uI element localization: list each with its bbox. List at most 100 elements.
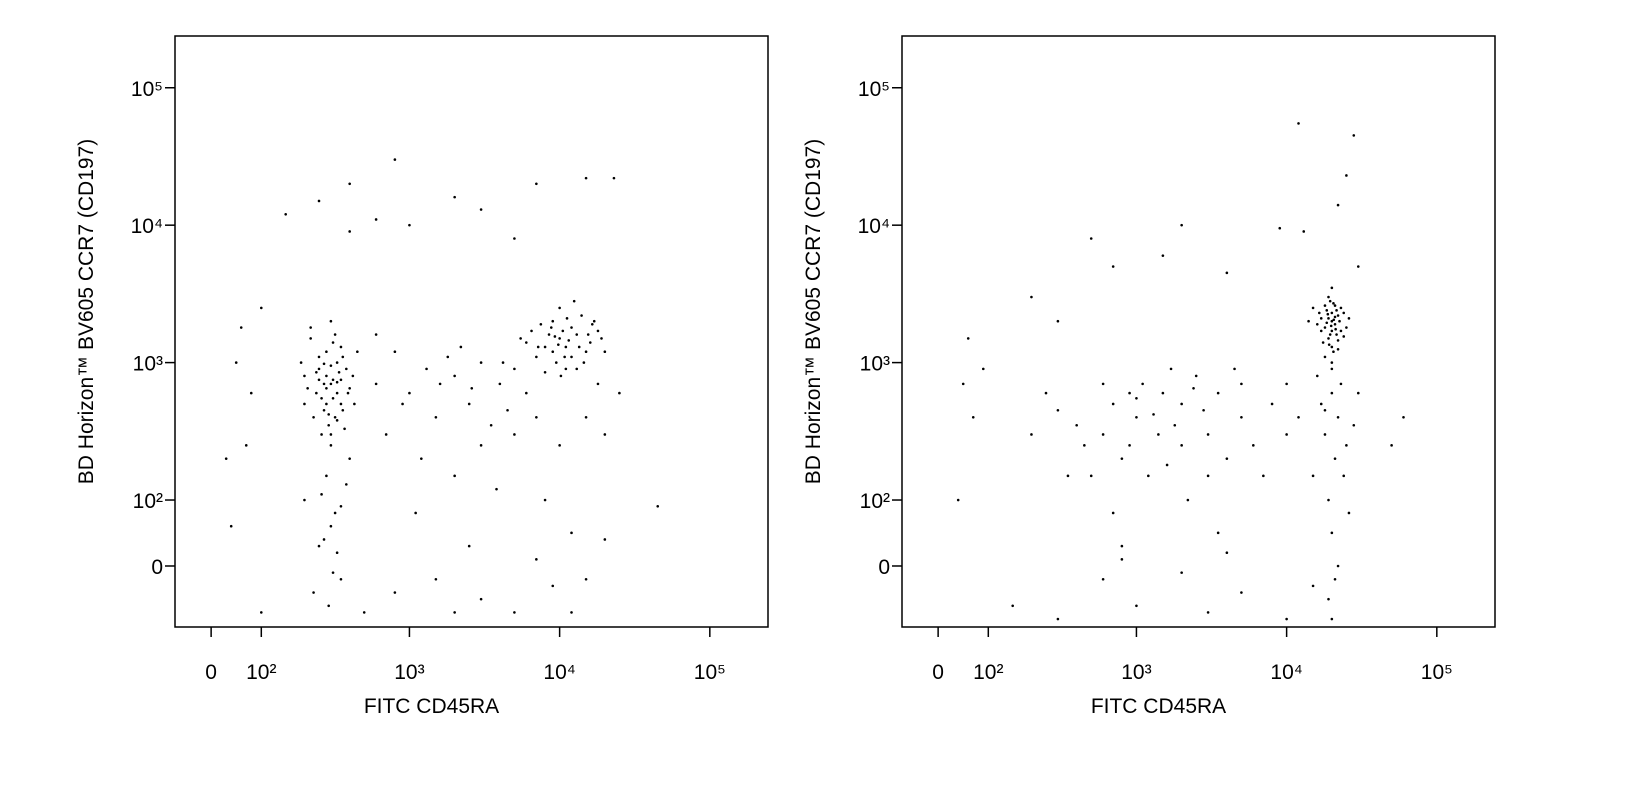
event-dot [320,433,323,436]
event-dot [1356,391,1360,395]
event-dot [341,355,345,359]
event-dot [1056,617,1060,621]
event-dot [612,176,616,180]
event-dot [489,423,493,427]
event-dot [331,396,335,400]
event-dot [577,345,581,349]
event-dot [393,158,397,161]
event-dot [374,382,378,386]
event-dot [1333,304,1337,307]
event-dot [1345,326,1348,329]
event-dot [467,544,471,548]
event-dot [322,538,326,541]
event-dot [425,367,428,371]
event-dot [1089,474,1093,478]
event-dot [1317,311,1321,315]
event-dot [1311,306,1315,310]
event-dot [438,382,442,386]
event-dot [1011,604,1014,608]
event-dot [1336,415,1340,419]
event-dot [1339,382,1343,386]
event-dot [525,391,528,395]
event-dot [1083,444,1086,447]
event-dot [1323,433,1327,436]
event-dot [1285,617,1288,621]
event-dot [1336,347,1340,351]
event-dot [1161,391,1165,395]
event-dot [1330,286,1334,290]
event-dot [317,544,321,548]
x-tick-label: 10³ [394,661,424,684]
event-dot [453,195,456,199]
event-dot [1216,391,1220,395]
plot-frame [901,35,1496,628]
event-dot [331,571,335,574]
event-dot [337,370,341,374]
event-dot [345,483,348,486]
event-dot [1311,474,1315,478]
event-dot [1335,333,1338,336]
event-dot [557,343,560,346]
event-dot [1334,327,1337,331]
event-dot [1319,329,1323,333]
event-dot [322,362,326,366]
event-dot [575,333,579,336]
event-dot [603,350,607,354]
event-dot [393,591,397,594]
event-dot [327,604,330,608]
event-dot [408,223,411,227]
event-dot [1315,322,1319,326]
event-dot [551,350,555,354]
event-dot [551,319,555,323]
x-axis-label: FITC CD45RA [364,695,499,718]
event-dot [570,326,573,329]
y-axis-label: BD Horizon™ BV605 CCR7 (CD197) [75,139,98,484]
event-dot [1328,333,1332,336]
x-tick-label: 10² [973,661,1003,684]
event-dot [1330,391,1334,395]
event-dot [1315,374,1319,378]
y-tick-label: 10⁵ [131,78,163,101]
event-dot [1075,423,1078,427]
event-dot [1101,577,1105,581]
event-dot [1297,415,1300,419]
event-dot [325,374,328,378]
event-dot [1194,374,1198,378]
event-dot [1321,341,1325,344]
event-dot [513,433,516,436]
event-dot [535,558,538,561]
event-dot [1240,382,1243,386]
event-dot [603,538,607,541]
event-dot [312,591,315,594]
event-dot [1325,321,1329,325]
event-dot [592,319,596,323]
x-tick-label: 0 [932,661,944,684]
event-dot [1333,577,1337,581]
event-dot [1339,306,1343,310]
event-dot [335,380,339,384]
y-tick-label: 10² [860,490,890,513]
event-dot [1120,558,1124,561]
event-dot [317,199,321,203]
event-dot [339,505,343,508]
event-dot [374,333,378,336]
event-dot [414,511,417,515]
event-dot [335,419,339,422]
event-dot [453,474,456,478]
event-dot [535,355,538,359]
event-dot [1262,474,1265,478]
event-dot [322,382,326,386]
event-dot [339,577,343,581]
event-dot [356,350,359,354]
event-dot [495,487,498,491]
x-axis-label: FITC CD45RA [1091,695,1226,718]
event-dot [558,306,561,310]
event-dot [1216,531,1220,535]
event-dot [224,457,228,460]
event-dot [401,402,404,406]
event-dot [346,391,350,395]
event-dot [320,493,323,496]
event-dot [312,415,315,419]
event-dot [1240,591,1243,594]
event-dot [351,374,355,378]
